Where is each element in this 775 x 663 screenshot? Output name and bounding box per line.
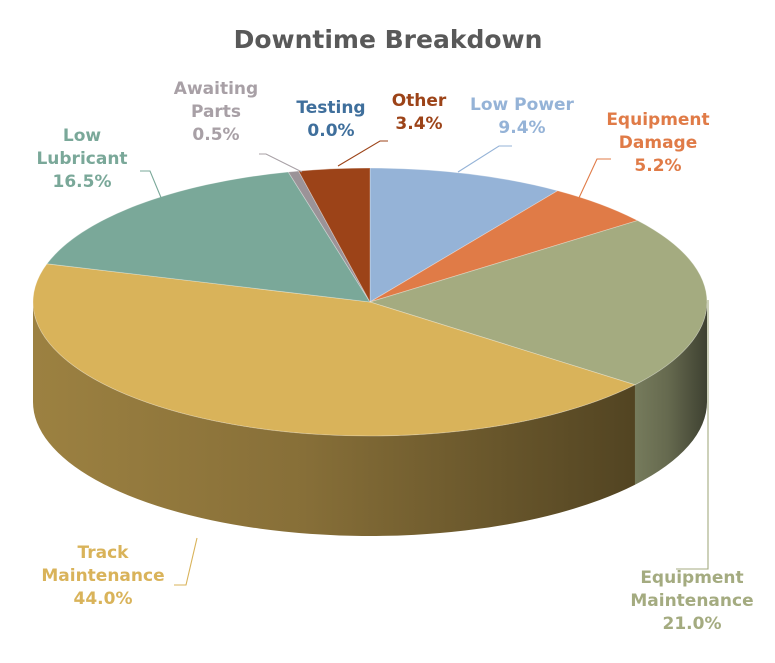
- slice-other: [297, 167, 371, 303]
- wall-track-maintenance: [33, 302, 635, 536]
- value-label-low-power: 9.4%: [498, 118, 545, 138]
- leader-other: [337, 140, 388, 167]
- category-label-equipment-maintenance: Maintenance: [630, 591, 753, 611]
- category-label-low-lubricant: Low: [63, 126, 102, 146]
- leader-track-maintenance: [174, 537, 198, 586]
- category-label-equipment-damage: Equipment: [606, 110, 709, 130]
- slice-track-maintenance: [32, 263, 637, 437]
- value-label-equipment-maintenance: 21.0%: [663, 614, 722, 634]
- category-label-track-maintenance: Maintenance: [41, 566, 164, 586]
- chart-title: Downtime Breakdown: [234, 25, 543, 54]
- label-low-lubricant: Low Lubricant 16.5%: [36, 126, 127, 192]
- leader-awaiting-parts: [259, 153, 303, 173]
- slice-equipment-damage: [369, 190, 639, 303]
- leader-low-power: [457, 145, 512, 173]
- category-label-track-maintenance: Track: [78, 543, 130, 563]
- label-testing: Testing 0.0%: [296, 98, 365, 141]
- leader-equipment-maintenance: [676, 300, 709, 570]
- category-label-awaiting-parts: Parts: [191, 102, 241, 122]
- pie-top-slices: [32, 167, 708, 437]
- label-other: Other 3.4%: [392, 91, 447, 134]
- category-label-low-lubricant: Lubricant: [36, 149, 127, 169]
- value-label-low-lubricant: 16.5%: [53, 172, 112, 192]
- category-label-awaiting-parts: Awaiting: [174, 79, 258, 99]
- label-low-power: Low Power 9.4%: [470, 95, 575, 138]
- leader-equipment-damage: [577, 158, 611, 201]
- label-track-maintenance: Track Maintenance 44.0%: [41, 543, 164, 609]
- value-label-track-maintenance: 44.0%: [74, 589, 133, 609]
- pie-side-walls: [33, 302, 707, 536]
- slice-awaiting-parts: [287, 170, 371, 303]
- slice-low-lubricant: [46, 171, 371, 303]
- category-label-equipment-maintenance: Equipment: [640, 568, 743, 588]
- category-label-testing: Testing: [296, 98, 365, 118]
- value-label-awaiting-parts: 0.5%: [192, 125, 239, 145]
- label-leader-lines: [140, 140, 709, 586]
- label-equipment-damage: Equipment Damage 5.2%: [606, 110, 709, 176]
- wall-equipment-maintenance: [634, 302, 707, 485]
- value-label-other: 3.4%: [395, 114, 442, 134]
- category-label-low-power: Low Power: [470, 95, 575, 115]
- leader-low-lubricant: [140, 170, 163, 201]
- category-label-other: Other: [392, 91, 447, 111]
- label-equipment-maintenance: Equipment Maintenance 21.0%: [630, 568, 753, 634]
- slice-low-power: [369, 167, 559, 303]
- category-label-equipment-damage: Damage: [619, 133, 697, 153]
- value-label-testing: 0.0%: [307, 121, 354, 141]
- label-awaiting-parts: Awaiting Parts 0.5%: [174, 79, 258, 145]
- slice-equipment-maintenance: [368, 220, 708, 386]
- value-label-equipment-damage: 5.2%: [634, 156, 681, 176]
